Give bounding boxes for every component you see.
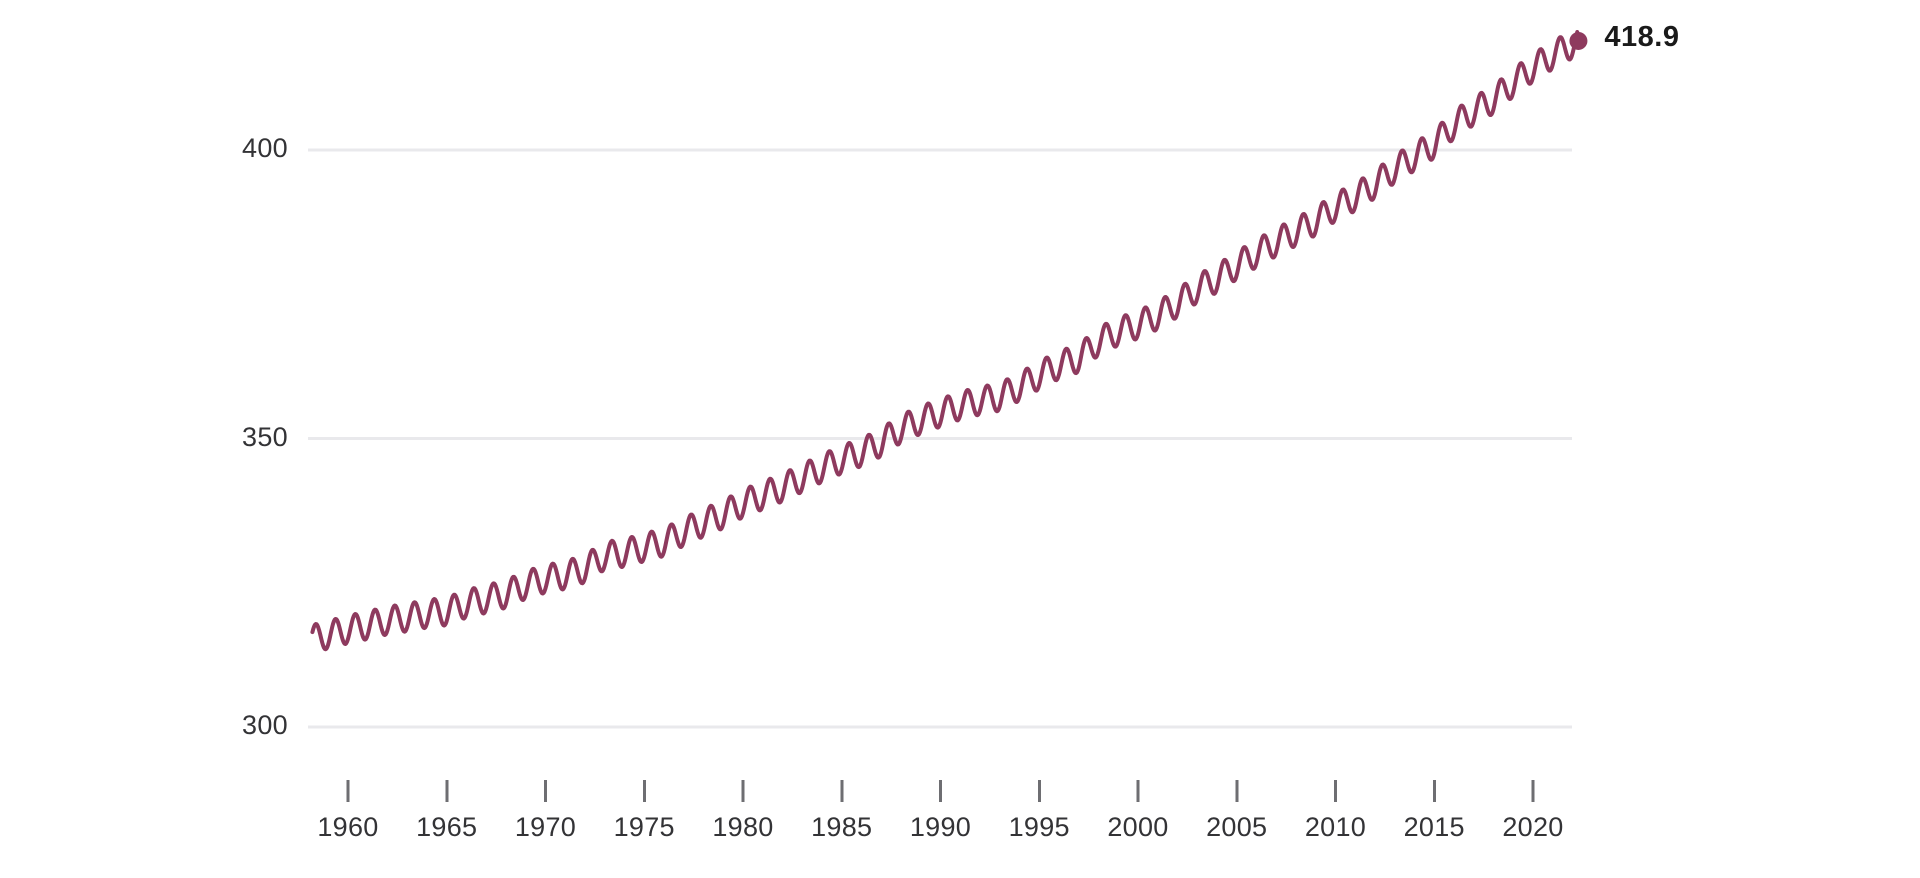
y-axis-label-350: 350 xyxy=(242,421,288,452)
x-axis-label-2015: 2015 xyxy=(1403,812,1465,842)
x-axis-label-1980: 1980 xyxy=(712,812,774,842)
x-axis-tickmarks-group xyxy=(346,780,1535,802)
x-axis-label-1960: 1960 xyxy=(317,812,379,842)
gridlines-group xyxy=(308,148,1572,729)
x-axis-label-1970: 1970 xyxy=(514,812,577,842)
end-point-marker-group xyxy=(1569,31,1588,50)
x-axis-label-1985: 1985 xyxy=(811,812,873,842)
x-axis-label-2000: 2000 xyxy=(1107,812,1169,842)
end-value-annotation: 418.9 xyxy=(1604,20,1680,53)
x-axis-label-2020: 2020 xyxy=(1502,812,1564,842)
series-line-co2-concentration xyxy=(310,30,1581,652)
x-axis-label-1990: 1990 xyxy=(909,812,972,842)
x-axis-label-2010: 2010 xyxy=(1304,812,1367,842)
y-axis-label-400: 400 xyxy=(242,133,288,163)
x-axis-label-1965: 1965 xyxy=(416,812,478,842)
data-series-group xyxy=(310,30,1581,652)
end-point-marker xyxy=(1569,31,1588,50)
x-axis-label-1995: 1995 xyxy=(1008,812,1070,842)
x-axis-label-1975: 1975 xyxy=(613,812,675,842)
x-axis-label-2005: 2005 xyxy=(1206,812,1268,842)
y-axis-label-300: 300 xyxy=(242,710,288,740)
